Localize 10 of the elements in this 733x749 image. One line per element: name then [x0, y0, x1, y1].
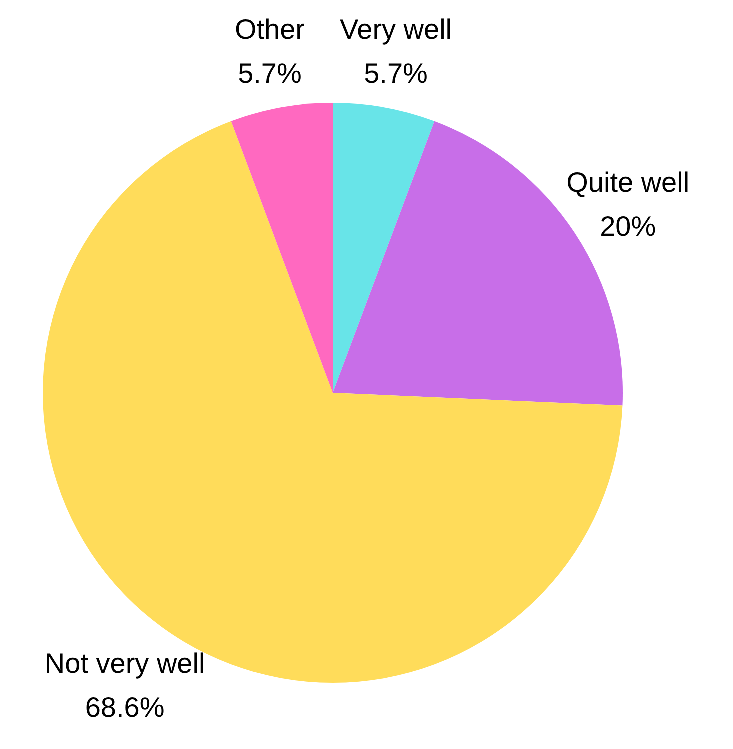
- pie-slice: [333, 103, 435, 393]
- slice-label: Other: [234, 14, 305, 45]
- slice-label: Not very well: [44, 648, 206, 680]
- pie-slice: [231, 103, 333, 393]
- slice-label: Very well: [340, 14, 452, 45]
- data-label: 5.7%: [364, 58, 428, 89]
- data-label: 68.6%: [85, 692, 165, 724]
- data-label: 5.7%: [238, 58, 302, 89]
- data-label: 20%: [600, 210, 656, 242]
- slice-label: Quite well: [566, 166, 690, 198]
